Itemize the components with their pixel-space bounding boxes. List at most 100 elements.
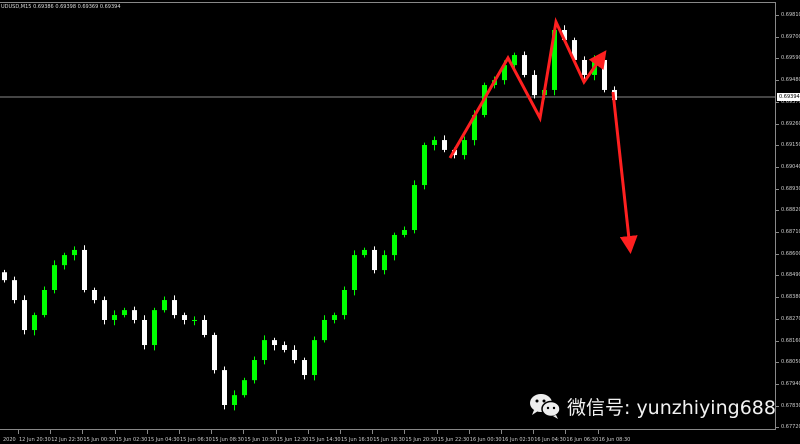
y-tick <box>776 318 779 320</box>
watermark-text: 微信号: yunzhiying688 <box>567 396 776 419</box>
candle <box>12 276 17 304</box>
candle-body <box>402 230 407 235</box>
candle-body <box>602 59 607 90</box>
candle <box>272 337 277 351</box>
y-tick-label: 0.67940 <box>781 380 800 387</box>
y-tick-label: 0.69590 <box>781 55 800 62</box>
candle <box>402 226 407 238</box>
x-tick <box>275 430 277 434</box>
forecast-down-arrow <box>611 91 638 254</box>
candle <box>132 306 137 324</box>
candle <box>252 356 257 384</box>
candle <box>442 135 447 153</box>
x-tick <box>243 430 245 434</box>
candle-body <box>512 55 517 66</box>
x-tick <box>372 430 374 434</box>
candle-body <box>182 315 187 320</box>
candle-body <box>562 29 567 41</box>
candle <box>352 250 357 296</box>
candle <box>232 390 237 411</box>
y-tick <box>776 340 779 342</box>
candle <box>392 232 397 261</box>
candle <box>82 245 87 293</box>
y-tick <box>776 145 779 147</box>
candle <box>302 357 307 380</box>
y-tick-label: 0.69810 <box>781 12 800 18</box>
candle-body <box>522 55 527 75</box>
candle <box>192 316 197 326</box>
symbol-header: UDUSD,M15 0.69386 0.69398 0.69369 0.6939… <box>1 4 121 10</box>
candle-body <box>212 334 217 371</box>
y-tick-label: 0.69260 <box>781 120 800 127</box>
y-tick-label: 0.68600 <box>781 250 800 257</box>
wechat-icon <box>530 394 561 419</box>
y-tick <box>776 15 779 16</box>
x-tick <box>565 430 567 434</box>
candle <box>112 310 117 326</box>
y-tick <box>776 362 779 364</box>
candle-body <box>122 310 127 316</box>
y-tick <box>776 210 779 212</box>
candle <box>102 296 107 325</box>
candle-body <box>422 145 427 186</box>
x-tick <box>340 430 341 434</box>
candle-body <box>352 255 357 290</box>
candle <box>32 312 37 336</box>
candle <box>292 345 297 364</box>
y-tick-label: 0.69700 <box>781 33 800 40</box>
x-tick-label: 16 Jun 06:30 <box>566 437 599 443</box>
candle-body <box>152 310 157 346</box>
candle <box>212 332 217 374</box>
x-tick-label: 16 Jun 00:30 <box>469 437 502 443</box>
candle <box>242 377 247 398</box>
x-tick-label: 15 Jun 00:30 <box>83 437 116 443</box>
candle-body <box>192 319 197 321</box>
y-tick <box>776 383 779 385</box>
candle <box>522 51 527 78</box>
candle-body <box>52 265 57 290</box>
candle-body <box>72 249 77 256</box>
candle-body <box>442 140 447 150</box>
candle-body <box>202 319 207 335</box>
candle <box>142 315 147 350</box>
x-tick <box>82 430 84 434</box>
chart-frame <box>0 2 776 430</box>
candle-body <box>392 234 397 256</box>
y-tick <box>776 101 779 103</box>
x-tick-label: 15 Jun 04:30 <box>147 437 180 443</box>
candle <box>52 260 57 294</box>
candle <box>262 335 267 365</box>
x-tick-label: 16 Jun 04:30 <box>534 437 566 443</box>
x-tick <box>436 430 438 434</box>
candle <box>162 296 167 313</box>
candle <box>172 295 177 319</box>
candle-body <box>92 289 97 301</box>
x-tick-label: 15 Jun 06:30 <box>180 437 212 443</box>
candle-body <box>2 272 7 281</box>
candle-body <box>302 360 307 376</box>
candle-body <box>222 370 227 406</box>
y-tick-label: 0.68490 <box>781 272 800 279</box>
y-tick <box>776 297 779 299</box>
x-tick-label: 12 Jun 20:30 <box>19 437 51 443</box>
candle-body <box>312 340 317 376</box>
candle <box>62 252 67 270</box>
x-tick <box>18 430 19 434</box>
candle <box>22 295 27 335</box>
candle <box>582 56 587 80</box>
candle-body <box>252 360 257 381</box>
candle <box>372 246 377 274</box>
candle <box>322 315 327 343</box>
x-tick-label: 15 Jun 02:30 <box>115 437 148 443</box>
x-tick-label: 15 Jun 08:30 <box>212 437 244 443</box>
x-tick-label: 16 Jun 02:30 <box>502 437 534 443</box>
candle <box>332 312 337 324</box>
y-tick-label: 0.68380 <box>781 294 800 301</box>
candle-body <box>532 74 537 96</box>
y-tick-label: 0.68930 <box>781 185 800 192</box>
candle <box>422 142 427 190</box>
y-tick-label: 0.68160 <box>781 337 800 344</box>
y-tick-label: 0.68820 <box>781 207 800 214</box>
candles <box>2 25 617 411</box>
